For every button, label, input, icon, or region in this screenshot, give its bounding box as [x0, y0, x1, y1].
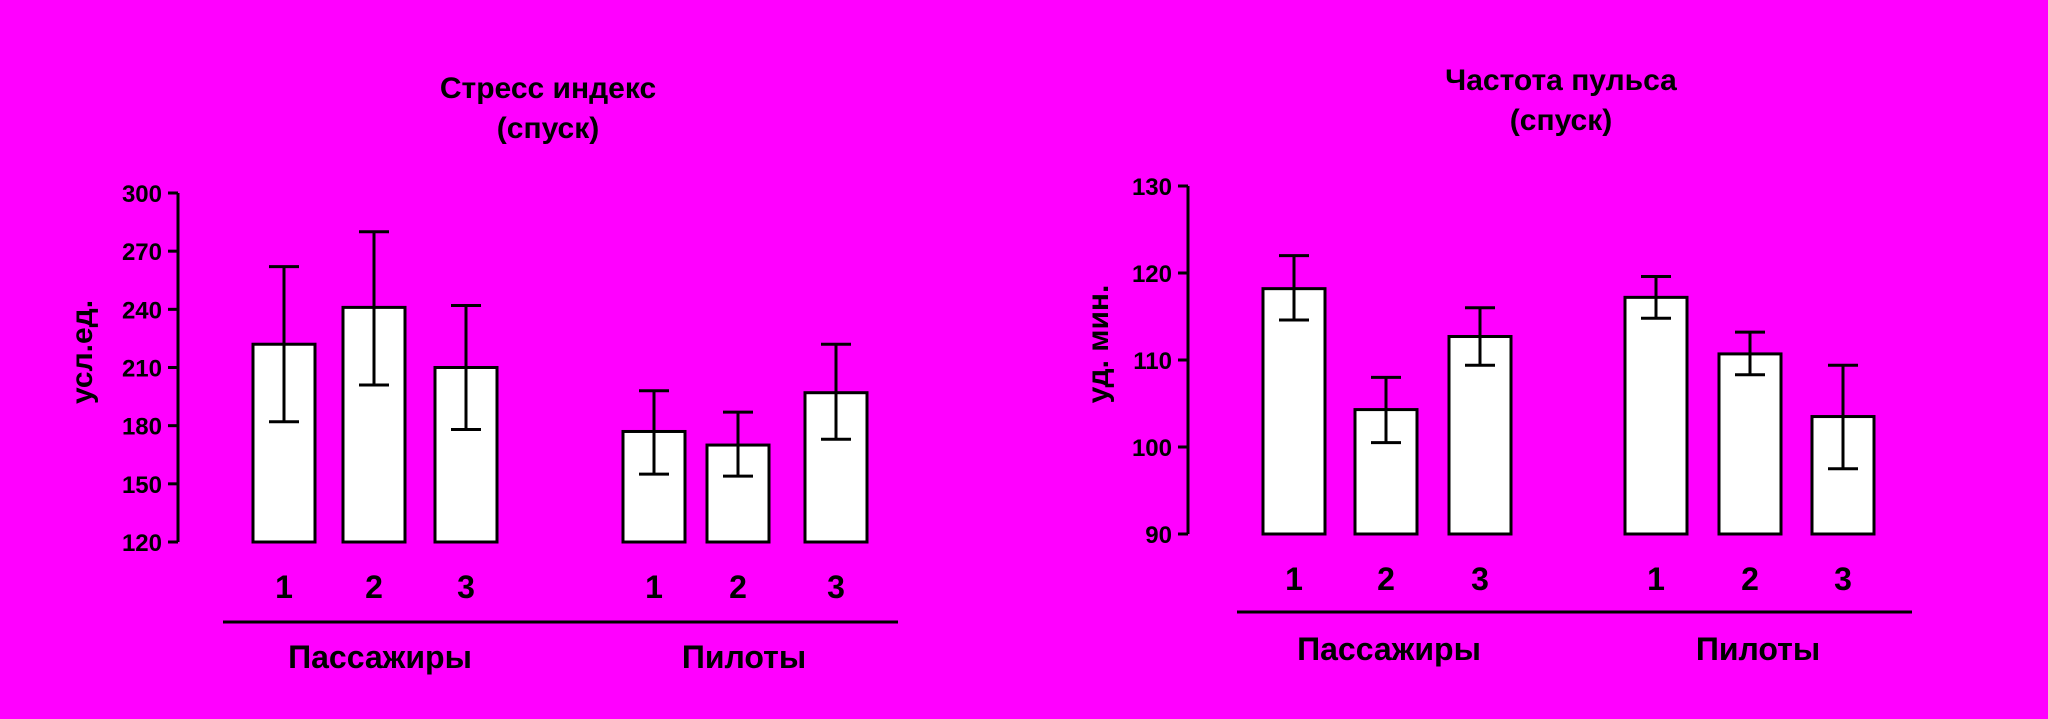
- chart-title: Частота пульса: [1445, 64, 1677, 97]
- category-label: 2: [1377, 561, 1395, 597]
- bar: [1717, 352, 1783, 536]
- group-label: Пассажиры: [1297, 631, 1481, 667]
- bar: [705, 443, 771, 544]
- y-tick-label: 240: [122, 297, 162, 324]
- category-label: 3: [1834, 561, 1852, 597]
- group-label: Пилоты: [1696, 631, 1820, 667]
- category-label: 1: [275, 569, 293, 605]
- y-tick-label: 120: [1132, 261, 1172, 288]
- y-tick-label: 130: [1132, 174, 1172, 201]
- y-tick-label: 90: [1145, 522, 1172, 549]
- y-tick-label: 120: [122, 530, 162, 557]
- chart-subtitle: (спуск): [1510, 104, 1612, 137]
- stress-index-chart: Стресс индекс (спуск) усл.ед. 120 150 180 210 2…: [66, 72, 898, 675]
- chart-subtitle: (спуск): [497, 112, 599, 145]
- bar: [433, 366, 499, 544]
- category-label: 1: [645, 569, 663, 605]
- category-label: 1: [1647, 561, 1665, 597]
- y-tick-label: 270: [122, 239, 162, 266]
- pulse-rate-chart: Частота пульса (спуск) уд. мин. 90 100 110 120…: [1082, 64, 1912, 667]
- y-tick-label: 110: [1133, 348, 1172, 375]
- group-label: Пассажиры: [288, 639, 472, 675]
- y-axis-label: усл.ед.: [66, 300, 99, 404]
- category-label: 1: [1285, 561, 1303, 597]
- group-label: Пилоты: [682, 639, 806, 675]
- y-tick-label: 300: [122, 181, 162, 208]
- category-label: 3: [1471, 561, 1489, 597]
- category-label: 2: [729, 569, 747, 605]
- y-tick-label: 100: [1132, 435, 1172, 462]
- y-tick-label: 150: [122, 472, 162, 499]
- category-label: 3: [827, 569, 845, 605]
- y-axis-label: уд. мин.: [1082, 285, 1115, 404]
- category-label: 3: [457, 569, 475, 605]
- bar: [1261, 287, 1327, 536]
- chart-title: Стресс индекс: [440, 72, 656, 105]
- category-label: 2: [1741, 561, 1759, 597]
- y-tick-label: 180: [122, 414, 162, 441]
- y-tick-label: 210: [122, 356, 162, 383]
- bar: [1623, 295, 1689, 536]
- category-label: 2: [365, 569, 383, 605]
- bar: [1447, 335, 1513, 536]
